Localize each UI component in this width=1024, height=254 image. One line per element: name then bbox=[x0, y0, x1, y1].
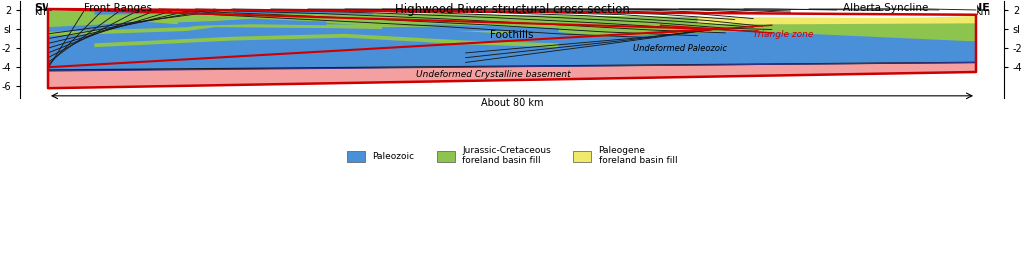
Polygon shape bbox=[233, 9, 373, 15]
Polygon shape bbox=[382, 26, 558, 33]
Polygon shape bbox=[48, 23, 512, 36]
Text: Foothills: Foothills bbox=[490, 30, 534, 40]
Text: Triangle zone: Triangle zone bbox=[754, 30, 814, 39]
Polygon shape bbox=[697, 15, 976, 24]
Text: km: km bbox=[975, 7, 990, 17]
Text: Alberta Syncline: Alberta Syncline bbox=[843, 3, 929, 12]
Polygon shape bbox=[178, 20, 327, 26]
Polygon shape bbox=[48, 9, 976, 71]
Polygon shape bbox=[94, 34, 558, 47]
Polygon shape bbox=[419, 41, 976, 65]
Text: About 80 km: About 80 km bbox=[480, 98, 544, 108]
Polygon shape bbox=[48, 9, 976, 41]
Text: Front Ranges: Front Ranges bbox=[84, 3, 152, 12]
Polygon shape bbox=[48, 62, 976, 88]
Polygon shape bbox=[48, 12, 252, 21]
Text: NE: NE bbox=[973, 3, 990, 13]
Text: Highwood River structural cross section: Highwood River structural cross section bbox=[394, 3, 630, 15]
Text: km: km bbox=[34, 7, 49, 17]
Text: Undeformed Crystalline basement: Undeformed Crystalline basement bbox=[416, 70, 570, 79]
Legend: Paleozoic, Jurassic-Cretaceous
foreland basin fill, Paleogene
foreland basin fil: Paleozoic, Jurassic-Cretaceous foreland … bbox=[347, 146, 677, 166]
Text: SW: SW bbox=[34, 3, 54, 13]
Text: Undeformed Paleozoic: Undeformed Paleozoic bbox=[633, 44, 727, 53]
Polygon shape bbox=[94, 10, 215, 15]
